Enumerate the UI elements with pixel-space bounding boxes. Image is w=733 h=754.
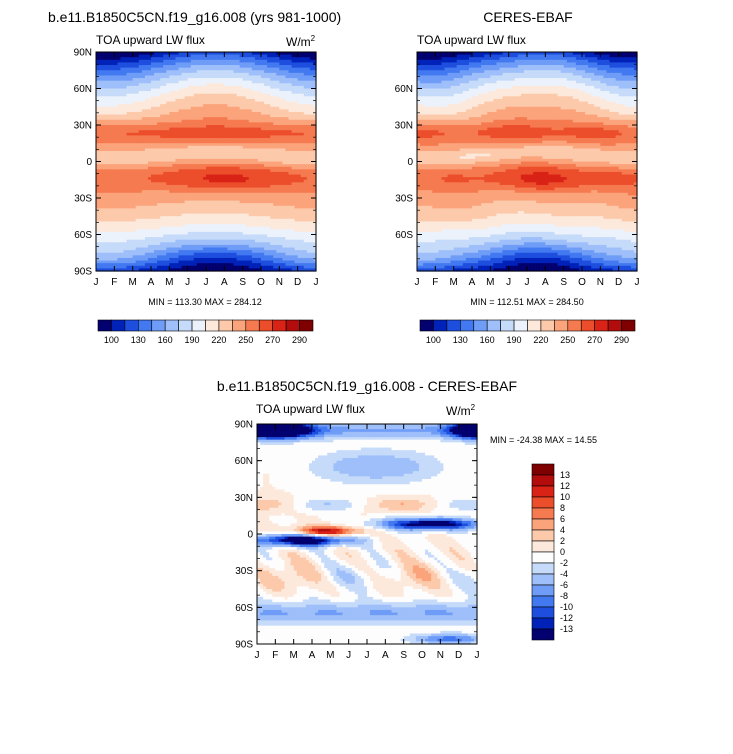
panel-model-title: b.e11.B1850C5CN.f19_g16.008 (yrs 981-100… <box>48 9 341 25</box>
panel-model-units-label: W/m2 <box>286 34 316 49</box>
panel-model: b.e11.B1850C5CN.f19_g16.008 (yrs 981-100… <box>48 9 341 345</box>
contour-field <box>96 52 317 272</box>
panel-model-variable-label: TOA upward LW flux <box>96 33 205 47</box>
